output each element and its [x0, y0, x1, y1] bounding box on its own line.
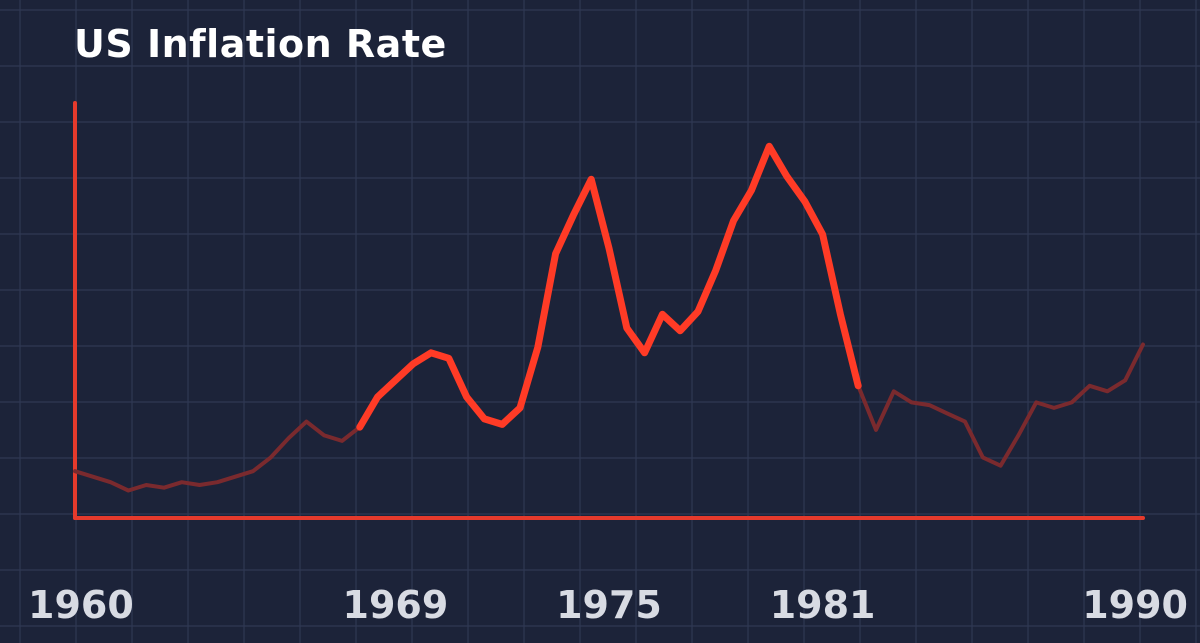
x-tick-label-1981: 1981	[770, 583, 876, 627]
chart-title: US Inflation Rate	[74, 22, 447, 66]
inflation-line-highlight	[356, 142, 862, 431]
inflation-line-full	[73, 144, 1145, 493]
x-tick-label-1969: 1969	[343, 583, 449, 627]
x-tick-labels: 1960 1969 1975 1981 1990	[28, 583, 1188, 627]
x-tick-label-1975: 1975	[556, 583, 662, 627]
series-lines	[73, 142, 1145, 493]
x-tick-label-1990: 1990	[1082, 583, 1188, 627]
axes	[73, 101, 1145, 520]
x-tick-label-1960: 1960	[28, 583, 134, 627]
